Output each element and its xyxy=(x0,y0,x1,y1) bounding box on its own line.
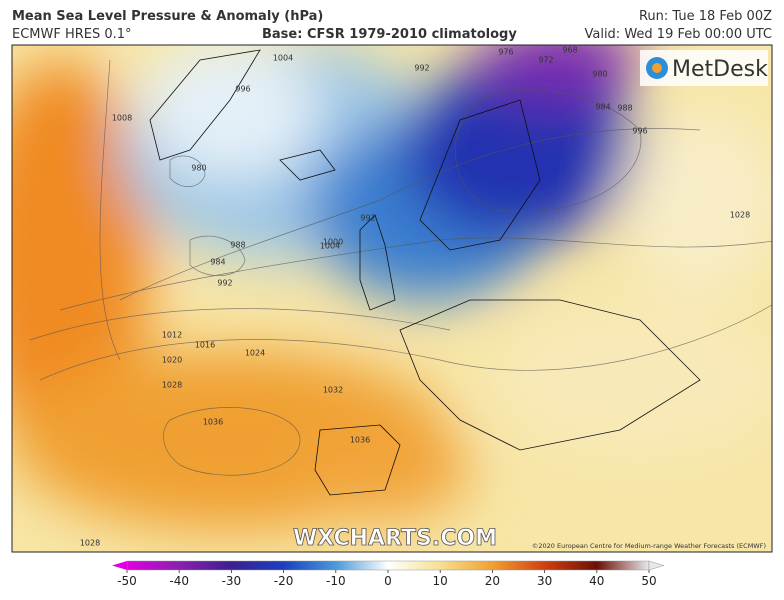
isobar-label: 1004 xyxy=(320,242,340,251)
map-frame xyxy=(11,44,773,553)
map: 1036 1036 1032 1028 1028 1024 1020 1016 1012 1008… xyxy=(12,45,772,552)
model: ECMWF HRES 0.1° xyxy=(12,27,132,42)
isobar-label: 996 xyxy=(632,127,647,136)
isobar-label: 1028 xyxy=(162,381,182,390)
copyright: ©2020 European Centre for Medium-range W… xyxy=(532,542,766,550)
colorbar-tick-label: -50 xyxy=(117,574,137,588)
isobar-label: 976 xyxy=(498,48,513,57)
isobar-label: 1024 xyxy=(245,349,265,358)
colorbar-tick-label: -30 xyxy=(222,574,242,588)
isobar-label: 980 xyxy=(592,70,607,79)
isobar-label: 1036 xyxy=(203,418,223,427)
isobar-label: 988 xyxy=(230,241,245,250)
run: Run: Tue 18 Feb 00Z xyxy=(639,9,772,24)
colorbar-tick-label: 30 xyxy=(537,574,552,588)
isobar-label: 992 xyxy=(360,214,375,223)
isobar-label: 1028 xyxy=(80,539,100,548)
isobar-label: 996 xyxy=(235,85,250,94)
isobar-label: 984 xyxy=(210,258,225,267)
isobar-label: 992 xyxy=(414,64,429,73)
logo: MetDesk xyxy=(672,57,768,82)
isobar-label: 992 xyxy=(217,279,232,288)
colorbar-tick-label: -40 xyxy=(169,574,189,588)
colorbar-tick-label: -10 xyxy=(326,574,346,588)
isobar-label: 1012 xyxy=(162,331,182,340)
title: Mean Sea Level Pressure & Anomaly (hPa) xyxy=(12,9,323,24)
isobar-label: 984 xyxy=(595,103,610,112)
isobar-label: 1008 xyxy=(112,114,132,123)
watermark: WXCHARTS.COM xyxy=(293,526,497,551)
isobar-label: 972 xyxy=(538,56,553,65)
isobar-label: 1004 xyxy=(273,54,293,63)
colorbar-tick-label: 40 xyxy=(589,574,604,588)
colorbar: -50 -40 -30 -20 -10 0 10 20 30 40 50 xyxy=(112,560,665,588)
colorbar-tick-label: 20 xyxy=(485,574,500,588)
isobar-label: 1036 xyxy=(350,436,370,445)
colorbar-tick-label: 0 xyxy=(384,574,392,588)
isobar-label: 968 xyxy=(562,46,577,55)
colorbar-tick-label: -20 xyxy=(274,574,294,588)
isobar-label: 988 xyxy=(617,104,632,113)
isobar-label: 1000 xyxy=(323,238,343,247)
isobar-label: 1028 xyxy=(730,211,750,220)
isobar-label: 1020 xyxy=(162,356,182,365)
base: Base: CFSR 1979-2010 climatology xyxy=(262,27,517,42)
colorbar-tick-label: 10 xyxy=(433,574,448,588)
isobar-label: 980 xyxy=(191,164,206,173)
colorbar-tick-label: 50 xyxy=(641,574,656,588)
valid: Valid: Wed 19 Feb 00:00 UTC xyxy=(584,27,772,42)
isobar-label: 1032 xyxy=(323,386,343,395)
isobar-label: 1016 xyxy=(195,341,215,350)
